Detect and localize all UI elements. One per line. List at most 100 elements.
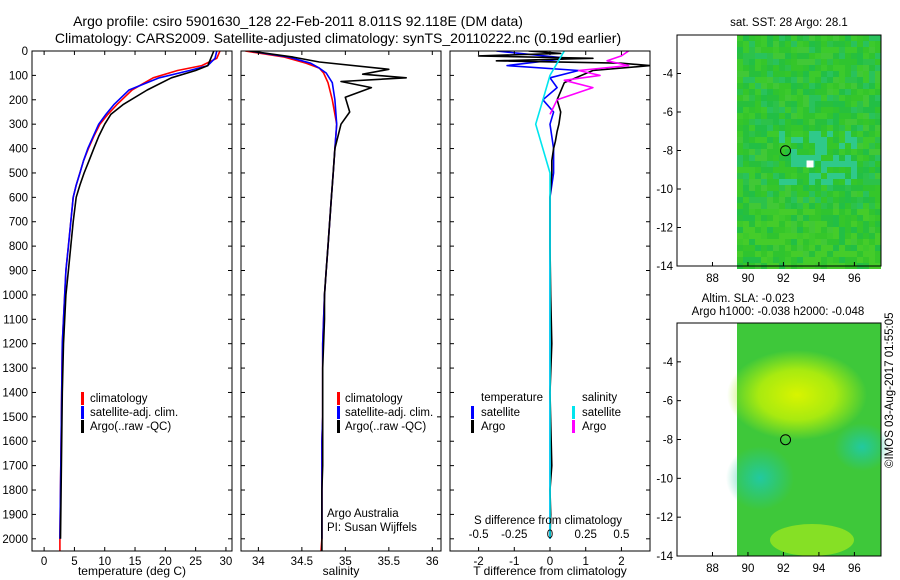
sst-cell (875, 131, 881, 137)
sst-cell (779, 233, 785, 239)
sst-cell (803, 185, 809, 191)
sst-cell (791, 107, 797, 113)
sst-cell (875, 89, 881, 95)
sst-cell (749, 221, 755, 227)
sst-cell (797, 143, 803, 149)
sst-cell (737, 125, 743, 131)
sst-cell (791, 137, 797, 143)
sst-cell (869, 41, 875, 47)
sst-cell (737, 143, 743, 149)
sst-cell (815, 143, 821, 149)
sst-cell (761, 131, 767, 137)
sst-cell (833, 197, 839, 203)
sst-cell (809, 167, 815, 173)
sst-cell (869, 125, 875, 131)
sst-map-title: sat. SST: 28 Argo: 28.1 (730, 17, 848, 29)
sst-cell (803, 149, 809, 155)
sst-cell (863, 185, 869, 191)
sst-cell (743, 209, 749, 215)
sst-cell (839, 71, 845, 77)
sst-cell (749, 251, 755, 257)
sst-cell (797, 251, 803, 257)
legend-swatch-t-argo (471, 420, 474, 433)
sst-cell (809, 89, 815, 95)
sst-cell (773, 143, 779, 149)
sst-cell (785, 239, 791, 245)
sst-cell (743, 65, 749, 71)
sst-cell (809, 131, 815, 137)
sst-cell (767, 131, 773, 137)
sst-cell (761, 245, 767, 251)
s-tick-label: 0 (547, 529, 553, 541)
sst-cell (827, 155, 833, 161)
sst-cell (743, 47, 749, 53)
sst-cell (767, 95, 773, 101)
sst-cell (869, 113, 875, 119)
sst-cell (875, 221, 881, 227)
map-x-tick-label: 88 (706, 273, 719, 285)
sst-cell (821, 113, 827, 119)
sst-cell (755, 47, 761, 53)
sst-cell (851, 167, 857, 173)
sst-cell (833, 179, 839, 185)
sst-cell (773, 77, 779, 83)
sst-cell (869, 215, 875, 221)
sst-cell (869, 143, 875, 149)
sst-cell (833, 251, 839, 257)
sst-cell (851, 233, 857, 239)
sst-cell (839, 257, 845, 263)
sst-cell (833, 107, 839, 113)
sst-cell (839, 101, 845, 107)
sst-cell (755, 95, 761, 101)
sst-cell (857, 35, 863, 41)
sst-cell (815, 119, 821, 125)
sst-cell (749, 125, 755, 131)
sst-cell (797, 89, 803, 95)
sst-cell (869, 257, 875, 263)
sst-cell (791, 131, 797, 137)
sst-cell (749, 179, 755, 185)
sst-cell (773, 239, 779, 245)
sst-cell (869, 173, 875, 179)
sst-cell (815, 203, 821, 209)
sst-cell (827, 71, 833, 77)
depth-tick-label: 600 (9, 192, 28, 204)
sst-cell (773, 251, 779, 257)
sst-cell (773, 179, 779, 185)
sst-cell (743, 185, 749, 191)
sst-cell (827, 107, 833, 113)
sst-cell (809, 113, 815, 119)
sst-cell (767, 227, 773, 233)
sst-cell (743, 251, 749, 257)
sst-cell (845, 41, 851, 47)
sst-cell (851, 209, 857, 215)
sst-cell (839, 125, 845, 131)
sst-cell (755, 107, 761, 113)
sst-cell (773, 47, 779, 53)
sst-cell (755, 215, 761, 221)
sst-cell (737, 101, 743, 107)
sst-cell (803, 89, 809, 95)
sst-cell (749, 203, 755, 209)
x-tick-label: 35.5 (378, 556, 400, 568)
sst-cell (809, 173, 815, 179)
sst-cell (773, 191, 779, 197)
sst-cell (755, 71, 761, 77)
sst-cell (815, 71, 821, 77)
sst-cell (833, 245, 839, 251)
sst-cell (755, 191, 761, 197)
sst-cell (767, 149, 773, 155)
sst-cell (797, 155, 803, 161)
sst-cell (851, 197, 857, 203)
sst-cell (797, 83, 803, 89)
sst-cell (749, 107, 755, 113)
sst-cell (743, 179, 749, 185)
series-line-temperature-satellite (496, 51, 580, 539)
sst-cell (743, 245, 749, 251)
sst-cell (857, 95, 863, 101)
sst-cell (833, 47, 839, 53)
sst-cell (851, 59, 857, 65)
s-tick-label: -0.25 (501, 529, 527, 541)
sst-cell (857, 185, 863, 191)
sst-cell (821, 203, 827, 209)
